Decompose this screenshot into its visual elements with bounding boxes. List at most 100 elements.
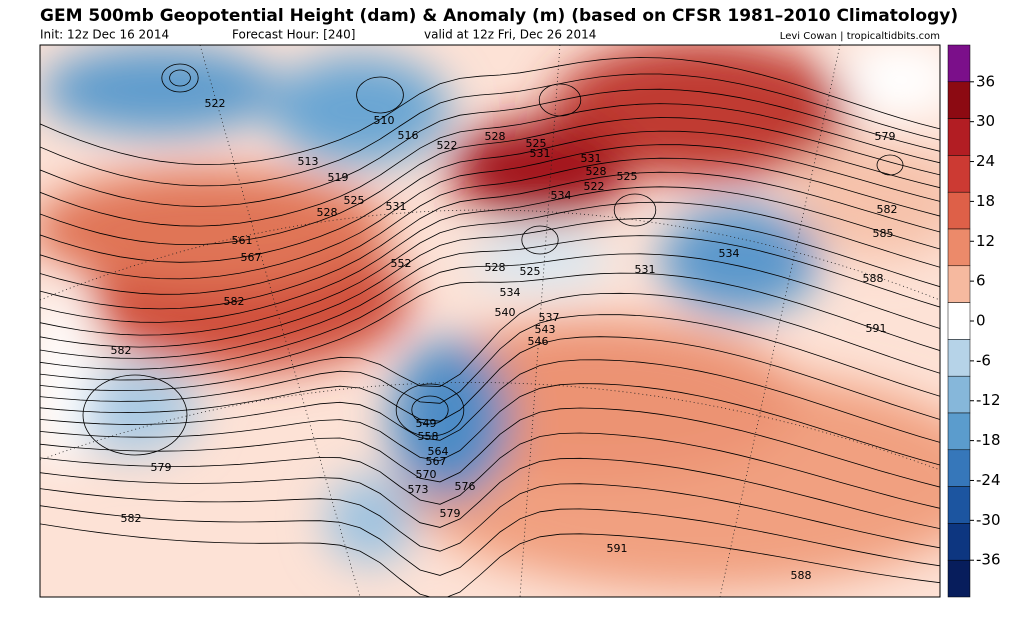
contour-label: 510	[374, 114, 395, 127]
contour-loop	[161, 63, 199, 93]
colorbar: 36 30 24 18 12 6 0 -6 -12 -18 -24 -30 -36	[947, 44, 1001, 598]
colorbar-tick-label: 30	[976, 112, 995, 130]
colorbar-swatch	[947, 228, 971, 267]
colorbar-swatch	[947, 118, 971, 156]
contour-label: 528	[485, 130, 506, 143]
contour-line	[40, 407, 940, 488]
contour-line	[40, 272, 940, 381]
contour-line	[40, 383, 940, 466]
contour-label: 588	[791, 569, 812, 582]
contour-label: 579	[440, 507, 461, 520]
contour-label: 570	[416, 468, 437, 481]
contour-loop	[411, 395, 449, 425]
contour-label: 591	[607, 542, 628, 555]
colorbar-swatch	[947, 523, 971, 561]
colorbar-tick-label: 6	[976, 272, 986, 290]
colorbar-tick-label: -30	[976, 511, 1001, 529]
contour-label: 528	[485, 261, 506, 274]
colorbar-swatch	[947, 375, 971, 414]
contour-label: 582	[877, 203, 898, 216]
colorbar-tick-label: 24	[976, 152, 995, 170]
contour-label: 573	[408, 483, 429, 496]
contour-label: 531	[581, 152, 602, 165]
contour-loop	[82, 374, 188, 456]
contour-line	[40, 103, 940, 227]
anomaly-fill	[40, 45, 940, 590]
colorbar-tick-label: 18	[976, 192, 995, 210]
contour-line	[40, 186, 940, 323]
contour-label: 537	[539, 311, 560, 324]
contour-label: 549	[416, 417, 437, 430]
contour-label: 567	[241, 251, 262, 264]
contour-label: 516	[398, 129, 419, 142]
colorbar-swatch	[947, 265, 971, 303]
contour-line	[40, 336, 940, 422]
contour-label: 522	[205, 97, 226, 110]
contour-loop	[395, 383, 465, 437]
contour-line	[40, 359, 940, 443]
contour-line	[40, 117, 940, 245]
contour-line	[40, 218, 940, 348]
colorbar-tick-label: 0	[976, 312, 986, 330]
contour-line	[40, 157, 940, 295]
contour-line	[40, 483, 940, 552]
contour-label: 534	[500, 286, 521, 299]
contour-loop	[876, 154, 904, 176]
contour-label: 543	[535, 323, 556, 336]
colorbar-swatch	[947, 339, 971, 377]
colorbar-tick-label: -24	[976, 471, 1001, 489]
colorbar-tick-label: -6	[976, 351, 991, 369]
contour-line	[40, 314, 940, 404]
colorbar-swatch	[947, 486, 971, 524]
contour-label: 561	[232, 234, 253, 247]
colorbar-swatch	[947, 191, 971, 230]
colorbar-swatch	[947, 155, 971, 193]
colorbar-tick-label: -36	[976, 551, 1001, 569]
contour-label: 591	[866, 322, 887, 335]
colorbar-swatch	[947, 412, 971, 451]
map-frame	[39, 44, 941, 598]
contour-loop	[356, 76, 404, 114]
colorbar-tick-label: -12	[976, 391, 1001, 409]
contour-line	[40, 201, 940, 336]
contour-label: 525	[520, 265, 541, 278]
contour-line	[40, 292, 940, 392]
contour-label: 525	[617, 170, 638, 183]
contour-label: 540	[495, 306, 516, 319]
colorbar-swatch	[947, 449, 971, 487]
contour-label: 528	[586, 165, 607, 178]
colorbar-swatch	[947, 302, 971, 340]
colorbar-swatch	[947, 559, 971, 598]
contour-label: 522	[584, 180, 605, 193]
contour-label: 567	[426, 455, 447, 468]
contour-line	[40, 505, 940, 576]
contour-label: 576	[455, 480, 476, 493]
contour-label: 585	[873, 227, 894, 240]
contour-loop	[169, 69, 191, 87]
contour-label: 579	[875, 130, 896, 143]
contour-line	[40, 457, 940, 529]
contour-label: 546	[528, 335, 549, 348]
contour-line	[40, 171, 940, 310]
contour-label: 564	[428, 445, 449, 458]
contour-label: 531	[635, 263, 656, 276]
contour-label: 528	[317, 206, 338, 219]
colorbar-swatch	[947, 44, 971, 83]
contour-label: 513	[298, 155, 319, 168]
colorbar-tick-label: -18	[976, 431, 1001, 449]
contour-line	[40, 57, 940, 166]
contour-label: 579	[151, 461, 172, 474]
contour-line	[40, 73, 940, 187]
contour-line	[40, 235, 940, 359]
contour-line	[40, 253, 940, 370]
contour-line	[40, 432, 940, 509]
contour-label: 558	[418, 430, 439, 443]
contour-line	[40, 144, 940, 280]
contour-label: 582	[224, 295, 245, 308]
forecast-hour: Forecast Hour: [240]	[232, 28, 355, 42]
contour-label: 552	[391, 257, 412, 270]
